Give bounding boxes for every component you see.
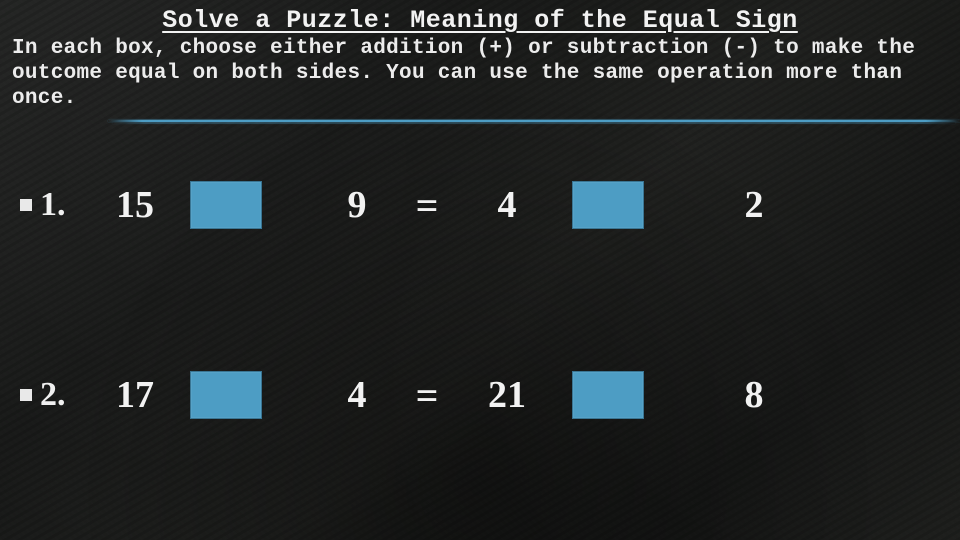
operand-d: 8 [714,373,794,417]
operand-a: 15 [90,183,180,227]
bullet-icon [20,199,32,211]
page-title: Solve a Puzzle: Meaning of the Equal Sig… [0,0,960,35]
problem-row: 1. 15 9 = 4 2 [0,175,960,235]
equals-sign: = [392,182,462,229]
problem-index: 1. [40,186,90,224]
operand-d: 2 [714,183,794,227]
problem-row: 2. 17 4 = 21 8 [0,365,960,425]
divider-line [108,118,960,124]
operand-c: 21 [462,373,552,417]
equals-sign: = [392,372,462,419]
operation-box[interactable] [190,371,262,419]
bullet-icon [20,389,32,401]
problem-index: 2. [40,376,90,414]
operand-b: 4 [322,373,392,417]
operation-box[interactable] [572,181,644,229]
operation-box[interactable] [190,181,262,229]
problem-list: 1. 15 9 = 4 2 2. 17 4 = 21 8 [0,175,960,540]
operand-a: 17 [90,373,180,417]
operand-b: 9 [322,183,392,227]
operand-c: 4 [462,183,552,227]
instructions-text: In each box, choose either addition (+) … [0,35,960,111]
operation-box[interactable] [572,371,644,419]
